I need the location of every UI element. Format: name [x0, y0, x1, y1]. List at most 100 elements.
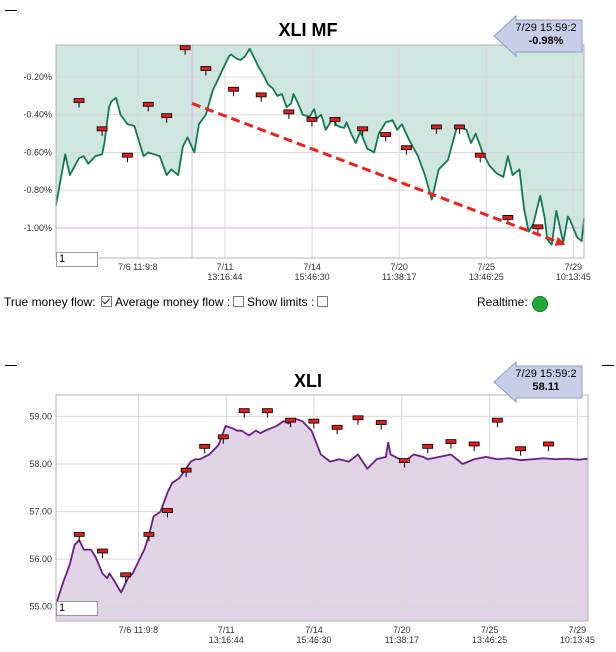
y-tick-label: 57.00	[29, 507, 52, 517]
event-marker	[179, 45, 191, 55]
event-marker-flag	[502, 215, 514, 220]
plot-frame	[55, 394, 589, 622]
y-tick-label: 55.00	[29, 602, 52, 612]
x-tick-label: 7/29	[569, 625, 587, 635]
event-marker	[445, 439, 457, 449]
x-tick-label: 15:46:30	[295, 272, 330, 282]
event-marker-flag	[73, 531, 85, 537]
event-marker-flag	[375, 420, 387, 425]
event-marker	[331, 424, 343, 435]
event-marker-flag	[238, 408, 250, 414]
event-marker	[120, 572, 132, 582]
event-marker-flag	[474, 152, 486, 158]
y-tick-label: -0.40%	[23, 110, 52, 120]
event-marker	[401, 145, 412, 155]
price-zoom-input[interactable]: 1	[56, 601, 98, 616]
event-marker-flag	[161, 113, 173, 119]
event-marker-flag	[454, 124, 465, 130]
event-marker-flag	[143, 531, 155, 537]
event-marker	[357, 126, 369, 136]
x-tick-label: 15:46:30	[296, 635, 331, 645]
mf-realtime-box: 7/29 15:59:2 -0.98%	[492, 14, 584, 58]
x-tick-label: 7/11	[217, 262, 234, 272]
event-marker	[474, 152, 486, 163]
event-marker-flag	[445, 439, 457, 444]
event-marker-flag	[96, 126, 108, 132]
y-tick-label: -0.80%	[23, 185, 52, 195]
green-circle-icon[interactable]	[532, 296, 548, 312]
event-marker	[122, 152, 133, 163]
event-marker	[200, 66, 212, 76]
event-marker	[143, 531, 155, 542]
show-limits-checkbox[interactable]	[317, 296, 328, 307]
event-marker	[308, 418, 320, 429]
price-chart-title: XLI	[293, 371, 322, 391]
x-tick-label: 13:46:25	[469, 272, 504, 282]
event-marker-flag	[532, 224, 544, 230]
true-money-flow-checkbox[interactable]	[101, 296, 112, 307]
event-marker-flag	[162, 508, 173, 513]
event-marker	[543, 441, 554, 451]
event-marker	[515, 446, 527, 456]
panel-corner-dash	[602, 365, 614, 366]
event-marker	[199, 443, 211, 454]
event-marker-flag	[228, 86, 239, 92]
x-tick-label: 11:38:17	[382, 272, 416, 282]
event-marker-flag	[180, 467, 192, 473]
series-area	[56, 45, 584, 245]
event-marker-flag	[352, 415, 364, 421]
average-money-flow-label: Average money flow :	[115, 295, 231, 309]
event-marker-flag	[399, 458, 410, 464]
x-tick-label: 7/29	[565, 262, 583, 272]
event-marker-flag	[217, 434, 229, 440]
x-tick-label: 13:16:44	[209, 635, 244, 645]
mf-zoom-input[interactable]: 1	[56, 252, 98, 267]
x-tick-label: 7/6 11:9:8	[119, 625, 158, 635]
event-marker	[238, 408, 250, 418]
event-marker-flag	[262, 408, 273, 414]
price-realtime-time: 7/29 15:59:2	[515, 368, 577, 380]
event-marker-flag	[331, 424, 343, 430]
mf-chart-svg[interactable]: -0.20% -0.40% -0.60% -0.80% -1.00% 7/6 11:9:8…	[0, 0, 616, 292]
event-marker	[228, 86, 239, 97]
panel-corner-dash	[5, 10, 17, 11]
average-money-flow-checkbox[interactable]	[233, 296, 244, 307]
event-marker	[97, 548, 108, 559]
event-marker-flag	[357, 126, 369, 132]
event-marker	[431, 124, 442, 134]
event-marker	[352, 415, 364, 425]
y-tick-label: -0.20%	[23, 72, 52, 82]
event-marker-flag	[515, 446, 527, 452]
event-marker-flag	[142, 101, 154, 107]
left-arrow-icon	[493, 360, 583, 404]
x-tick-label: 11:38:17	[385, 635, 419, 645]
trend-arrow-head	[554, 236, 566, 246]
event-marker-flag	[283, 109, 295, 115]
event-marker	[180, 467, 192, 478]
mf-chart-panel: -0.20% -0.40% -0.60% -0.80% -1.00% 7/6 11:9:8…	[0, 0, 616, 292]
x-tick-label: 10:13:45	[560, 635, 595, 645]
event-marker	[73, 531, 85, 542]
event-marker-flag	[97, 548, 108, 554]
price-realtime-box: 7/29 15:59:2 58.11	[492, 360, 584, 404]
event-marker-flag	[179, 45, 191, 51]
event-marker	[399, 458, 410, 468]
event-marker	[161, 113, 173, 123]
mf-chart-title: XLI MF	[278, 20, 338, 40]
event-marker	[162, 508, 173, 518]
y-tick-label: 56.00	[29, 554, 52, 564]
event-marker	[142, 101, 154, 112]
x-tick-label: 7/25	[481, 625, 499, 635]
event-marker-flag	[122, 152, 133, 158]
price-realtime-value: 58.11	[532, 381, 560, 393]
event-marker-flag	[120, 572, 132, 578]
x-tick-label: 13:46:25	[472, 635, 507, 645]
x-tick-label: 7/20	[390, 262, 408, 272]
event-marker	[329, 116, 341, 127]
x-tick-label: 7/20	[393, 625, 411, 635]
event-marker	[285, 417, 297, 428]
mf-realtime-value: -0.98%	[528, 35, 564, 47]
event-marker-flag	[491, 417, 503, 423]
